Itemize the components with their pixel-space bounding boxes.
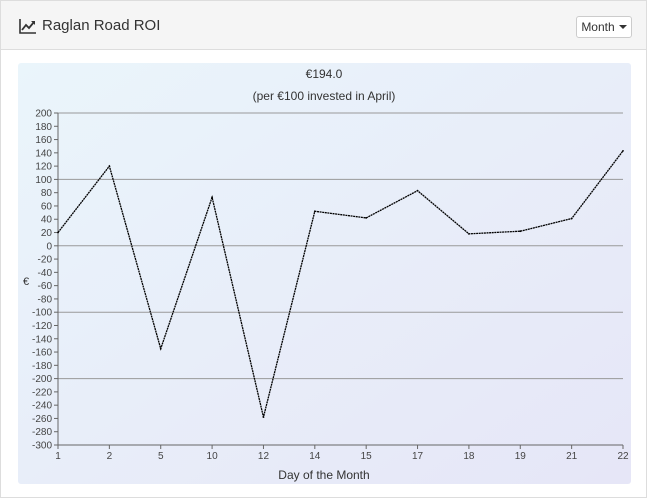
x-tick-label: 18 xyxy=(463,451,475,462)
x-tick-label: 2 xyxy=(107,451,113,462)
x-tick-label: 19 xyxy=(515,451,527,462)
y-tick-label: -160 xyxy=(32,348,52,359)
chart-subtitle: (per €100 invested in April) xyxy=(253,89,396,103)
y-tick-label: -20 xyxy=(38,255,53,266)
data-point xyxy=(622,149,624,152)
data-point xyxy=(416,189,419,192)
y-tick-label: -280 xyxy=(32,427,52,438)
x-tick-label: 17 xyxy=(412,451,424,462)
y-tick-label: 20 xyxy=(41,228,53,239)
chart-svg: -300-280-260-240-220-200-180-160-140-120… xyxy=(18,63,631,484)
line-chart-icon xyxy=(19,19,36,34)
y-tick-label: -40 xyxy=(38,268,53,279)
y-tick-label: -220 xyxy=(32,387,52,398)
data-point xyxy=(57,231,59,234)
panel-title: Raglan Road ROI xyxy=(42,17,161,34)
y-tick-label: -120 xyxy=(32,321,52,332)
x-tick-label: 14 xyxy=(309,451,321,462)
data-point xyxy=(211,196,213,199)
y-tick-label: -140 xyxy=(32,334,52,345)
x-axis-label: Day of the Month xyxy=(278,468,369,482)
data-point xyxy=(262,416,265,419)
y-tick-label: 140 xyxy=(35,148,52,159)
y-tick-label: 0 xyxy=(46,241,52,252)
y-tick-label: 60 xyxy=(41,201,53,212)
y-tick-label: 160 xyxy=(35,135,52,146)
x-tick-label: 12 xyxy=(258,451,270,462)
data-point xyxy=(313,210,316,213)
y-tick-label: -100 xyxy=(32,308,52,319)
data-point xyxy=(365,217,368,219)
period-dropdown-label: Month xyxy=(581,20,615,34)
x-tick-label: 1 xyxy=(55,451,61,462)
x-tick-label: 22 xyxy=(617,451,629,462)
x-tick-label: 5 xyxy=(158,451,164,462)
period-dropdown-button[interactable]: Month xyxy=(576,16,632,38)
panel-heading: Raglan Road ROI Month xyxy=(1,1,646,50)
y-axis-label: € xyxy=(23,276,29,288)
series-line xyxy=(57,150,624,418)
data-point xyxy=(570,217,573,220)
y-tick-label: 40 xyxy=(41,215,53,226)
data-point xyxy=(519,230,522,233)
x-tick-label: 21 xyxy=(566,451,578,462)
data-point xyxy=(159,347,162,350)
y-tick-label: -60 xyxy=(38,281,53,292)
x-tick-label: 10 xyxy=(207,451,219,462)
y-tick-label: 200 xyxy=(35,109,52,120)
data-point xyxy=(108,165,111,168)
x-tick-label: 15 xyxy=(361,451,373,462)
data-point xyxy=(468,232,470,235)
y-tick-label: -80 xyxy=(38,294,53,305)
y-tick-label: 100 xyxy=(35,175,52,186)
y-tick-label: -260 xyxy=(32,414,52,425)
roi-chart: -300 -280 -260 -240 -220 -200 -180 -160 -140 -120… xyxy=(18,63,631,484)
y-tick-label: -200 xyxy=(32,374,52,385)
y-tick-label: -300 xyxy=(32,441,52,452)
caret-down-icon xyxy=(618,25,627,29)
chart-title: €194.0 xyxy=(306,67,343,81)
y-tick-label: 120 xyxy=(35,162,52,173)
y-tick-label: 80 xyxy=(41,188,53,199)
y-tick-label: 180 xyxy=(35,122,52,133)
y-tick-label: -180 xyxy=(32,361,52,372)
y-tick-label: -240 xyxy=(32,401,52,412)
chart-background xyxy=(18,63,631,484)
